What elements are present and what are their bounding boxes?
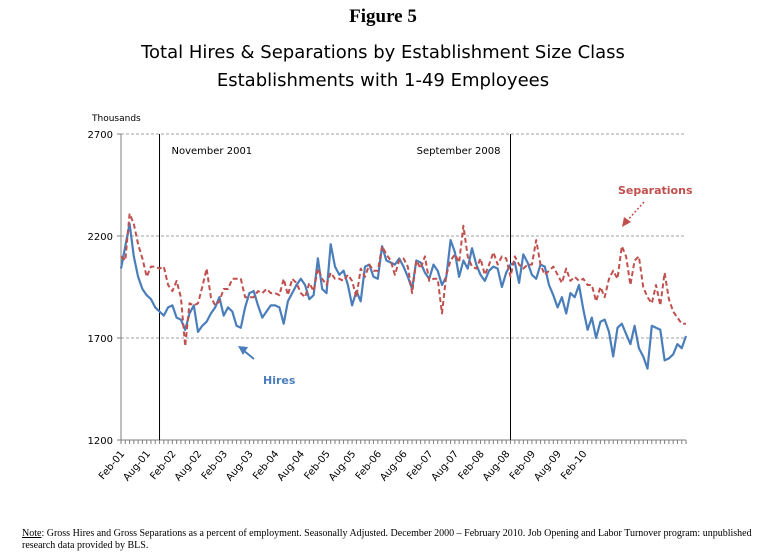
y-tick-label-0: 1200 bbox=[88, 436, 113, 447]
hires-series-line bbox=[119, 222, 688, 370]
footnote-text: : Gross Hires and Gross Separations as a… bbox=[22, 528, 752, 551]
footnote-label: Note bbox=[22, 528, 42, 539]
reference-line-label-1: September 2008 bbox=[417, 146, 501, 157]
reference-line-label-0: November 2001 bbox=[172, 146, 253, 157]
chart-title-line-2: Establishments with 1-49 Employees bbox=[216, 70, 550, 91]
annotations: Separations Hires bbox=[238, 184, 693, 387]
separations-arrow-head bbox=[622, 217, 631, 227]
hires-arrow-head bbox=[238, 346, 248, 355]
series-lines bbox=[119, 212, 688, 370]
x-tick-label-5: Aug-03 bbox=[224, 449, 255, 484]
y-tick-label-3: 2700 bbox=[88, 130, 113, 141]
x-tick-label-15: Aug-08 bbox=[481, 449, 512, 484]
x-tick-label-1: Aug-01 bbox=[122, 449, 153, 484]
hires-annotation-label: Hires bbox=[263, 374, 296, 387]
gridlines bbox=[121, 133, 686, 339]
separations-arrow-shaft bbox=[625, 201, 645, 223]
y-tick-label-1: 1700 bbox=[88, 334, 113, 345]
reference-lines: November 2001 September 2008 bbox=[159, 134, 512, 440]
line-chart: 1200170022002700ThousandsFeb-01Aug-01Feb… bbox=[88, 114, 693, 484]
separations-annotation-label: Separations bbox=[618, 184, 693, 197]
x-tick-label-18: Feb-10 bbox=[559, 449, 589, 482]
x-tick-label-17: Aug-09 bbox=[532, 449, 563, 484]
x-tick-label-3: Aug-02 bbox=[173, 449, 204, 484]
chart-title-line-1: Total Hires & Separations by Establishme… bbox=[141, 42, 625, 63]
x-tick-label-7: Aug-04 bbox=[276, 449, 307, 484]
y-tick-label-2: 2200 bbox=[88, 232, 113, 243]
y-axis-label: Thousands bbox=[91, 114, 141, 124]
footnote: Note: Gross Hires and Gross Separations … bbox=[22, 528, 762, 552]
x-tick-label-11: Aug-06 bbox=[378, 449, 409, 484]
x-tick-label-13: Aug-07 bbox=[430, 449, 461, 484]
x-tick-label-9: Aug-05 bbox=[327, 449, 358, 484]
separations-series-line bbox=[120, 212, 686, 348]
figure-label: Figure 5 bbox=[349, 6, 417, 27]
